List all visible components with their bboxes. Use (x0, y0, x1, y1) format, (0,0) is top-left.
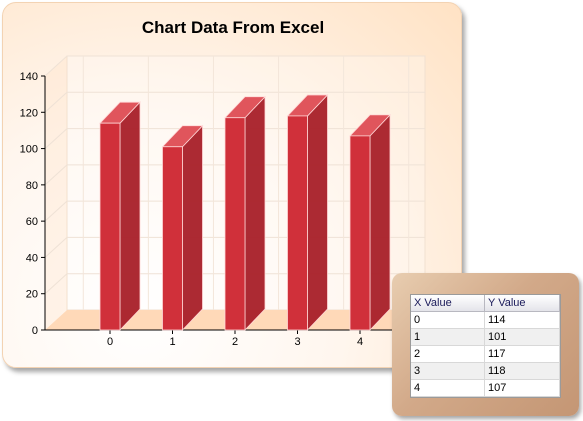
x-tick-label: 2 (232, 336, 238, 348)
chart-side-wall (45, 56, 67, 330)
gridline-side (44, 128, 68, 149)
x-value-cell[interactable]: 0 (411, 311, 485, 329)
bar-chart: 0 20 40 60 80 100 120 140 0 1 2 3 4 (20, 55, 426, 348)
gridline-side (44, 91, 68, 113)
data-grid[interactable]: X Value Y Value 0 114 1 101 2 117 (411, 295, 560, 397)
y-tick-label: 80 (26, 180, 38, 192)
chart-tick-labels: 0 20 40 60 80 100 120 140 0 1 2 3 4 (20, 71, 363, 348)
bar[interactable] (99, 101, 141, 331)
bar[interactable] (161, 124, 204, 331)
chart-bars (99, 93, 391, 331)
y-value-cell[interactable]: 101 (484, 328, 560, 346)
y-tick-label: 140 (20, 71, 38, 83)
x-value-cell[interactable]: 3 (411, 362, 485, 380)
y-value-cell[interactable]: 117 (484, 345, 560, 363)
table-row[interactable]: 2 117 (411, 345, 560, 363)
data-grid-header-row: X Value Y Value (411, 295, 560, 312)
x-tick-label: 4 (357, 336, 363, 348)
bar[interactable] (349, 113, 391, 331)
y-value-cell[interactable]: 114 (484, 311, 560, 329)
gridline-side (44, 55, 68, 77)
gridline-side (44, 200, 68, 222)
x-value-cell[interactable]: 1 (411, 328, 485, 346)
x-tick-label: 3 (294, 336, 300, 348)
data-grid-panel: X Value Y Value 0 114 1 101 2 117 (392, 273, 579, 416)
bar[interactable] (224, 95, 266, 331)
bar-front (99, 122, 121, 331)
table-row[interactable]: 0 114 (411, 311, 560, 329)
x-tick-label: 1 (169, 336, 175, 348)
x-value-cell[interactable]: 4 (411, 379, 485, 397)
table-row[interactable]: 1 101 (411, 328, 560, 346)
bar-side (182, 124, 203, 331)
x-value-header[interactable]: X Value (411, 295, 485, 312)
gridline-side (44, 237, 68, 258)
y-tick-label: 20 (26, 289, 38, 301)
bar-front (224, 117, 246, 331)
y-tick-label: 0 (32, 325, 38, 337)
y-tick-label: 60 (26, 216, 38, 228)
x-value-cell[interactable]: 2 (411, 345, 485, 363)
table-row[interactable]: 3 118 (411, 362, 560, 380)
y-value-cell[interactable]: 118 (484, 362, 560, 380)
y-value-cell[interactable]: 107 (484, 379, 560, 397)
gridline-side (44, 273, 68, 295)
chart-title: Chart Data From Excel (141, 18, 325, 37)
chart-panel: Chart Data From Excel 0 20 40 60 80 100 120 140… (2, 2, 462, 368)
gridline-side (44, 164, 68, 186)
y-value-header[interactable]: Y Value (484, 295, 560, 312)
bar[interactable] (286, 93, 329, 331)
table-row[interactable]: 4 107 (411, 379, 560, 397)
bar-side (119, 101, 141, 331)
bar-front (162, 146, 183, 331)
bar-front (349, 135, 371, 331)
bar-front (287, 115, 308, 331)
y-tick-label: 40 (26, 252, 38, 264)
bar-side (244, 95, 266, 331)
bar-side (369, 113, 391, 331)
x-tick-label: 0 (107, 336, 113, 348)
y-tick-label: 100 (20, 144, 38, 156)
data-grid-frame: X Value Y Value 0 114 1 101 2 117 (410, 294, 561, 398)
bar-side (307, 93, 328, 331)
y-tick-label: 120 (20, 107, 38, 119)
